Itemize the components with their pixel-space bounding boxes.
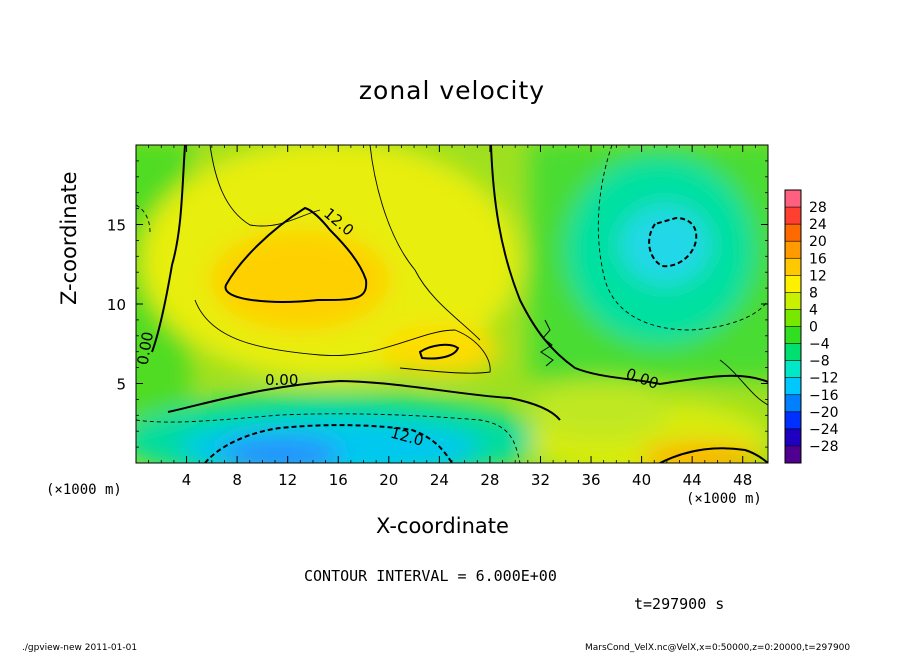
y-tick-label: 15 <box>107 217 126 235</box>
colorbar-segment <box>785 207 801 225</box>
colorbar-label: −24 <box>809 422 839 438</box>
y-tick-label: 5 <box>116 376 126 394</box>
colorbar-segment <box>785 309 801 327</box>
y-axis-label: Z-coordinate <box>57 171 81 305</box>
x-tick-label: 4 <box>182 471 192 489</box>
colorbar-label: −12 <box>809 371 839 387</box>
x-axis-label: X-coordinate <box>376 514 509 538</box>
colorbar-label: −28 <box>809 439 839 455</box>
colorbar-segment <box>785 275 801 293</box>
colorbar-label: 4 <box>809 302 818 318</box>
colorbar-label: 12 <box>809 268 827 284</box>
colorbar-label: −16 <box>809 388 839 404</box>
chart-title: zonal velocity <box>358 76 546 105</box>
colorbar-segment <box>785 292 801 310</box>
x-axis: 4 8 12 16 20 24 28 32 36 40 44 48 <box>148 145 756 489</box>
colorbar-segment <box>785 411 801 430</box>
contour-fragment <box>540 319 554 367</box>
colorbar-segment <box>785 224 801 242</box>
colorbar-segment <box>785 394 801 413</box>
colorbar-label: 16 <box>809 251 827 267</box>
colorbar-segment <box>785 428 801 447</box>
footer-right-text: MarsCond_VelX.nc@VelX,x=0:50000,z=0:2000… <box>585 643 851 653</box>
colorbar-segment <box>785 190 801 208</box>
x-tick-label: 28 <box>480 471 499 489</box>
heatmap-field: 12.0 12.0 0.00 0.00 0.00 <box>134 145 768 463</box>
x-tick-label: 12 <box>278 471 297 489</box>
colorbar-segment <box>785 258 801 276</box>
colorbar-label: −20 <box>809 405 839 421</box>
contour-interval-text: CONTOUR INTERVAL = 6.000E+00 <box>304 567 557 585</box>
colorbar-label: 0 <box>809 320 818 336</box>
x-tick-label: 44 <box>683 471 702 489</box>
colorbar-segment <box>785 445 801 464</box>
x-tick-label: 40 <box>632 471 651 489</box>
x-tick-label: 16 <box>329 471 348 489</box>
contour-label: 0.00 <box>134 330 158 366</box>
x-unit-label-left: (×1000 m) <box>46 482 122 498</box>
y-axis: 5 10 15 <box>107 160 768 448</box>
contour-lines <box>136 145 768 463</box>
x-tick-label: 36 <box>581 471 600 489</box>
x-tick-label: 32 <box>531 471 550 489</box>
x-unit-label-right: (×1000 m) <box>686 491 762 507</box>
contour-label: 0.00 <box>265 371 298 389</box>
colorbar-label: 28 <box>809 200 827 216</box>
footer-left-text: ./gpview-new 2011-01-01 <box>22 643 138 653</box>
colorbar-segment <box>785 326 801 344</box>
time-label: t=297900 s <box>634 595 725 613</box>
colorbar-label: 24 <box>809 217 827 233</box>
colorbar-segment <box>785 241 801 259</box>
y-tick-label: 10 <box>107 296 126 314</box>
colorbar-label: −4 <box>809 337 830 353</box>
x-tick-label: 8 <box>232 471 242 489</box>
x-tick-label: 48 <box>733 471 752 489</box>
colorbar-label: 8 <box>809 285 818 301</box>
colorbar-label: 20 <box>809 234 827 250</box>
x-tick-label: 24 <box>430 471 449 489</box>
colorbar-segment <box>785 343 801 361</box>
colorbar-segment <box>785 377 801 396</box>
colorbar-label: −8 <box>809 354 830 370</box>
colorbar-segment <box>785 360 801 378</box>
x-tick-label: 20 <box>379 471 398 489</box>
